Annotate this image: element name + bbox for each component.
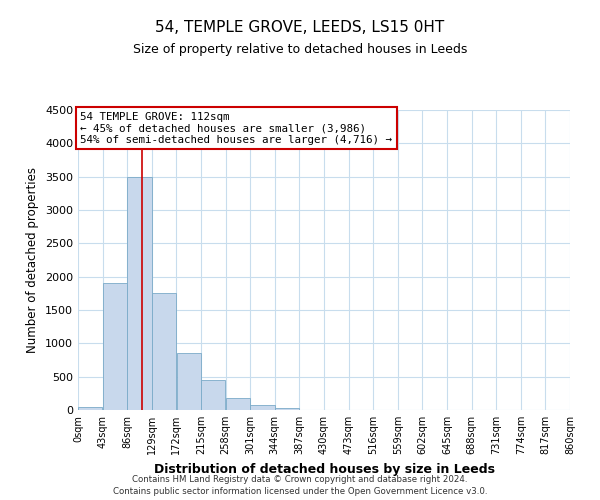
Bar [78,408,103,410]
Text: Contains HM Land Registry data © Crown copyright and database right 2024.: Contains HM Land Registry data © Crown c… [132,475,468,484]
Bar [226,398,250,410]
Bar [176,354,201,410]
Bar [103,284,127,410]
Bar [201,380,226,410]
Text: 54 TEMPLE GROVE: 112sqm
← 45% of detached houses are smaller (3,986)
54% of semi: 54 TEMPLE GROVE: 112sqm ← 45% of detache… [80,112,392,144]
Y-axis label: Number of detached properties: Number of detached properties [26,167,40,353]
Text: Contains public sector information licensed under the Open Government Licence v3: Contains public sector information licen… [113,487,487,496]
Bar [152,292,176,410]
X-axis label: Distribution of detached houses by size in Leeds: Distribution of detached houses by size … [154,462,494,475]
Bar [127,176,152,410]
Text: 54, TEMPLE GROVE, LEEDS, LS15 0HT: 54, TEMPLE GROVE, LEEDS, LS15 0HT [155,20,445,35]
Bar [250,405,275,410]
Bar [275,408,299,410]
Text: Size of property relative to detached houses in Leeds: Size of property relative to detached ho… [133,42,467,56]
